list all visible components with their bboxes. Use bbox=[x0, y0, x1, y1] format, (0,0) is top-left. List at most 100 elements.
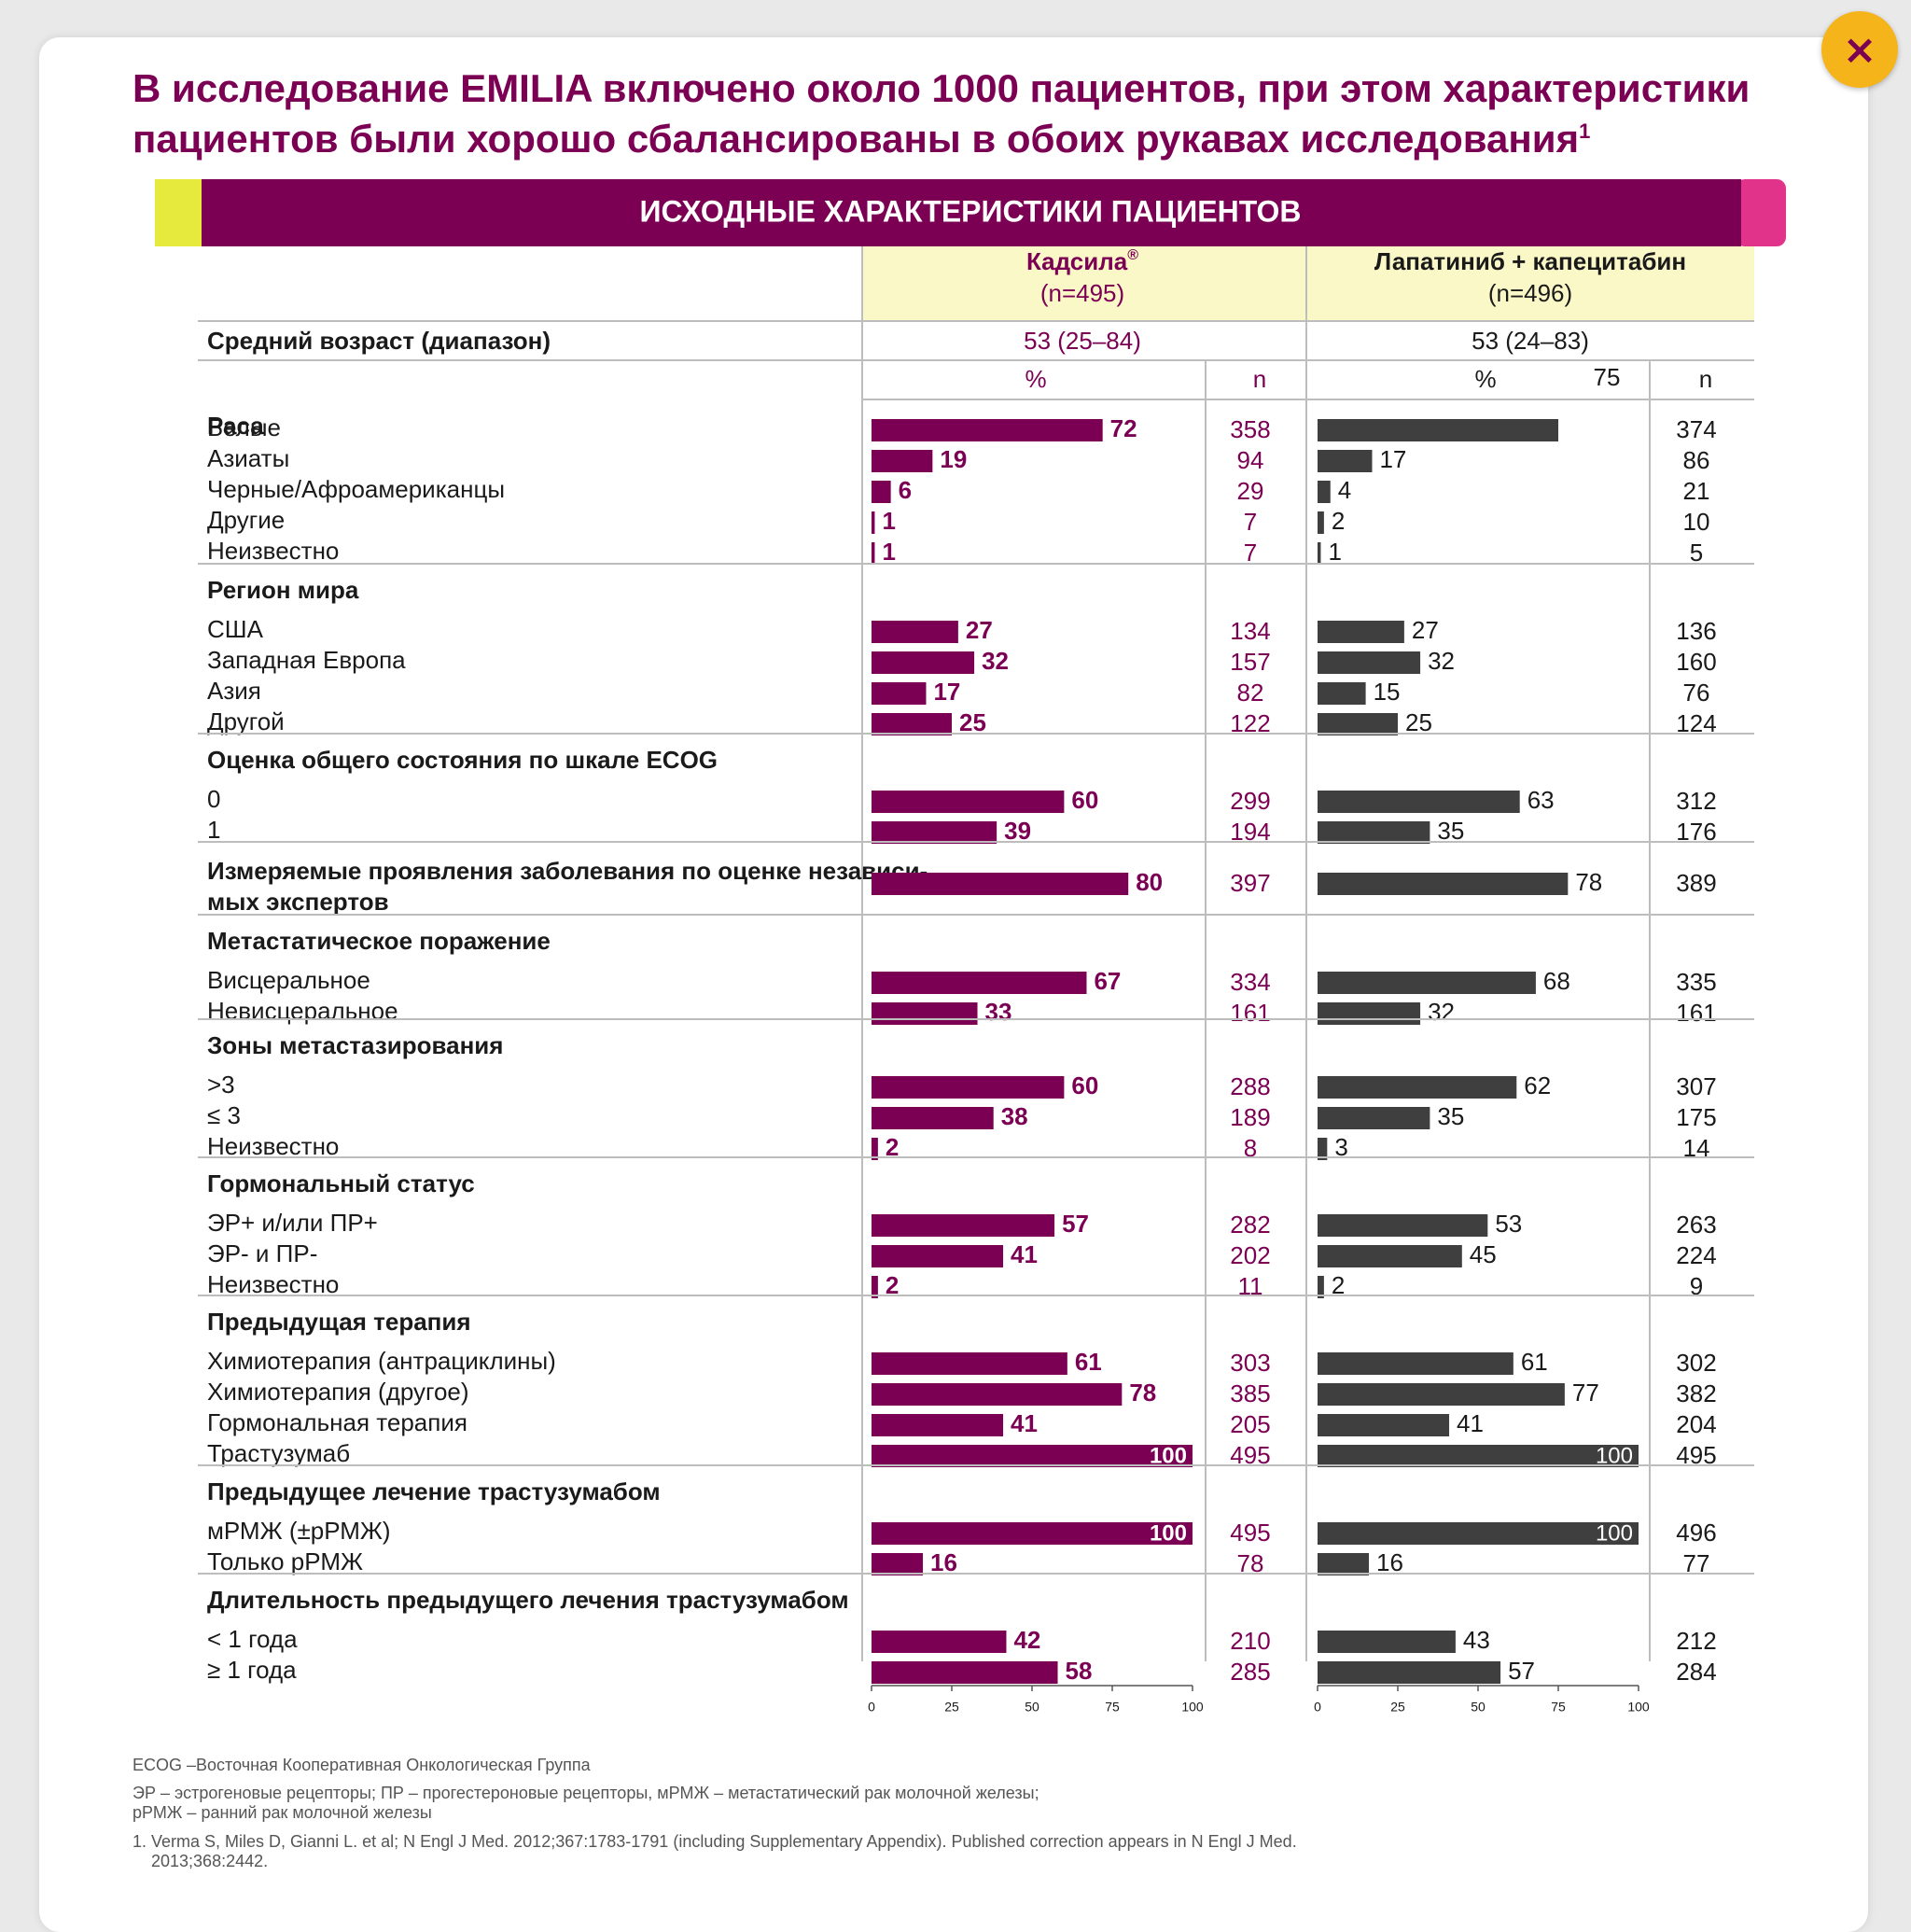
bar bbox=[872, 1414, 1004, 1436]
n-value: 8 bbox=[1244, 1134, 1257, 1162]
bar bbox=[872, 791, 1065, 813]
row-label: Невисцеральное bbox=[207, 997, 398, 1025]
bar-value-label: 72 bbox=[1110, 414, 1137, 442]
n-value: 303 bbox=[1230, 1349, 1270, 1377]
row-label: ≥ 1 года bbox=[207, 1656, 297, 1684]
x-tick-label: 75 bbox=[1551, 1700, 1566, 1715]
group-label: мых экспертов bbox=[207, 888, 389, 916]
n-value: 9 bbox=[1690, 1272, 1703, 1300]
n-value: 205 bbox=[1230, 1410, 1270, 1438]
n-value: 358 bbox=[1230, 415, 1270, 443]
arm1-n-label: (n=495) bbox=[1040, 279, 1124, 307]
bar bbox=[1318, 481, 1331, 503]
bar bbox=[872, 1661, 1058, 1684]
bar bbox=[872, 1107, 994, 1129]
group-label: Предыдущее лечение трастузумабом bbox=[207, 1477, 661, 1505]
bar-value-label: 43 bbox=[1463, 1626, 1490, 1654]
x-tick-label: 75 bbox=[1105, 1700, 1120, 1715]
bar bbox=[1318, 682, 1366, 705]
bar-value-label: 1 bbox=[1328, 538, 1341, 566]
bar bbox=[1318, 542, 1321, 565]
x-tick-label: 50 bbox=[1025, 1700, 1039, 1715]
bar-value-label: 32 bbox=[1428, 647, 1455, 675]
n-value: 29 bbox=[1237, 477, 1264, 505]
bar-value-label: 17 bbox=[933, 678, 960, 706]
n-value: 389 bbox=[1676, 869, 1716, 897]
bar-value-label: 2 bbox=[1332, 507, 1345, 535]
row-label: >3 bbox=[207, 1071, 235, 1099]
row-label: Химиотерапия (антрациклины) bbox=[207, 1347, 556, 1375]
row-label: Трастузумаб bbox=[207, 1439, 350, 1467]
banner-accent-left bbox=[155, 179, 203, 246]
n-value: 210 bbox=[1230, 1627, 1270, 1655]
bar-value-label: 100 bbox=[1596, 1520, 1633, 1546]
row-label: ЭР- и ПР- bbox=[207, 1239, 317, 1267]
n-value: 7 bbox=[1244, 508, 1257, 536]
group-label: Предыдущая терапия bbox=[207, 1308, 471, 1336]
bar bbox=[872, 1631, 1007, 1653]
row-label: Черные/Афроамериканцы bbox=[207, 475, 505, 503]
bar-value-label: 2 bbox=[886, 1271, 899, 1299]
bar-value-label: 41 bbox=[1457, 1409, 1484, 1437]
bar bbox=[872, 1445, 1193, 1467]
row-label: мРМЖ (±рРМЖ) bbox=[207, 1517, 391, 1545]
bar bbox=[872, 1553, 924, 1575]
bar-value-label: 57 bbox=[1062, 1210, 1089, 1238]
bar bbox=[1318, 511, 1324, 534]
footnote-abbreviations: ЭР – эстрогеновые рецепторы; ПР – прогес… bbox=[133, 1784, 1039, 1802]
bar bbox=[1318, 1107, 1430, 1129]
x-tick-label: 25 bbox=[1390, 1700, 1405, 1715]
close-icon: × bbox=[1842, 25, 1877, 74]
bar-value-label: 68 bbox=[1543, 967, 1570, 995]
bar bbox=[872, 1522, 1193, 1545]
bar bbox=[872, 481, 891, 503]
group-label: Метастатическое поражение bbox=[207, 927, 551, 955]
n-value: 194 bbox=[1230, 818, 1270, 846]
x-tick-label: 100 bbox=[1627, 1700, 1650, 1715]
n-value: 263 bbox=[1676, 1211, 1716, 1239]
row-label: ЭР+ и/или ПР+ bbox=[207, 1209, 378, 1237]
n-value: 134 bbox=[1230, 617, 1270, 645]
row-label: 0 bbox=[207, 785, 220, 813]
bar-value-label: 58 bbox=[1066, 1657, 1093, 1685]
bar-value-label: 17 bbox=[1379, 445, 1406, 473]
arm1-pct-header: % bbox=[1025, 365, 1046, 393]
bar bbox=[872, 1352, 1067, 1375]
row-label: Другие bbox=[207, 506, 285, 534]
bar bbox=[1318, 1445, 1639, 1467]
row-label: Другой bbox=[207, 707, 285, 735]
bar bbox=[1318, 1002, 1421, 1025]
row-label: Химиотерапия (другое) bbox=[207, 1378, 469, 1406]
bar-value-label: 32 bbox=[1428, 998, 1455, 1026]
n-value: 5 bbox=[1690, 539, 1703, 567]
banner bbox=[202, 179, 1741, 246]
age-label: Средний возраст (диапазон) bbox=[207, 327, 551, 355]
group-label: Гормональный статус bbox=[207, 1169, 475, 1197]
n-value: 334 bbox=[1230, 968, 1270, 996]
bar bbox=[1318, 1352, 1513, 1375]
bar bbox=[1318, 621, 1404, 643]
bar-value-label: 100 bbox=[1150, 1443, 1187, 1468]
bar-value-label: 27 bbox=[1412, 616, 1439, 644]
row-label: США bbox=[207, 615, 264, 643]
arm2-title: Лапатиниб + капецитабин bbox=[1374, 247, 1686, 275]
bar-value-label: 1 bbox=[882, 538, 895, 566]
bar-value-label: 38 bbox=[1001, 1102, 1028, 1130]
n-value: 307 bbox=[1676, 1072, 1716, 1100]
n-value: 77 bbox=[1683, 1549, 1710, 1577]
x-tick-label: 25 bbox=[944, 1700, 959, 1715]
n-value: 284 bbox=[1676, 1658, 1716, 1686]
close-button[interactable]: × bbox=[1821, 11, 1898, 88]
bar-value-label: 61 bbox=[1521, 1348, 1548, 1376]
bar bbox=[1318, 450, 1373, 472]
n-value: 94 bbox=[1237, 446, 1264, 474]
n-value: 288 bbox=[1230, 1072, 1270, 1100]
footnote-abbreviations-cont: рРМЖ – ранний рак молочной железы bbox=[133, 1803, 432, 1822]
n-value: 76 bbox=[1683, 679, 1710, 707]
bar-value-label: 60 bbox=[1071, 786, 1098, 814]
n-value: 382 bbox=[1676, 1379, 1716, 1407]
bar-value-label: 4 bbox=[1338, 476, 1351, 504]
group-label: Оценка общего состояния по шкале ECOG bbox=[207, 746, 718, 774]
bar bbox=[1318, 1076, 1517, 1099]
